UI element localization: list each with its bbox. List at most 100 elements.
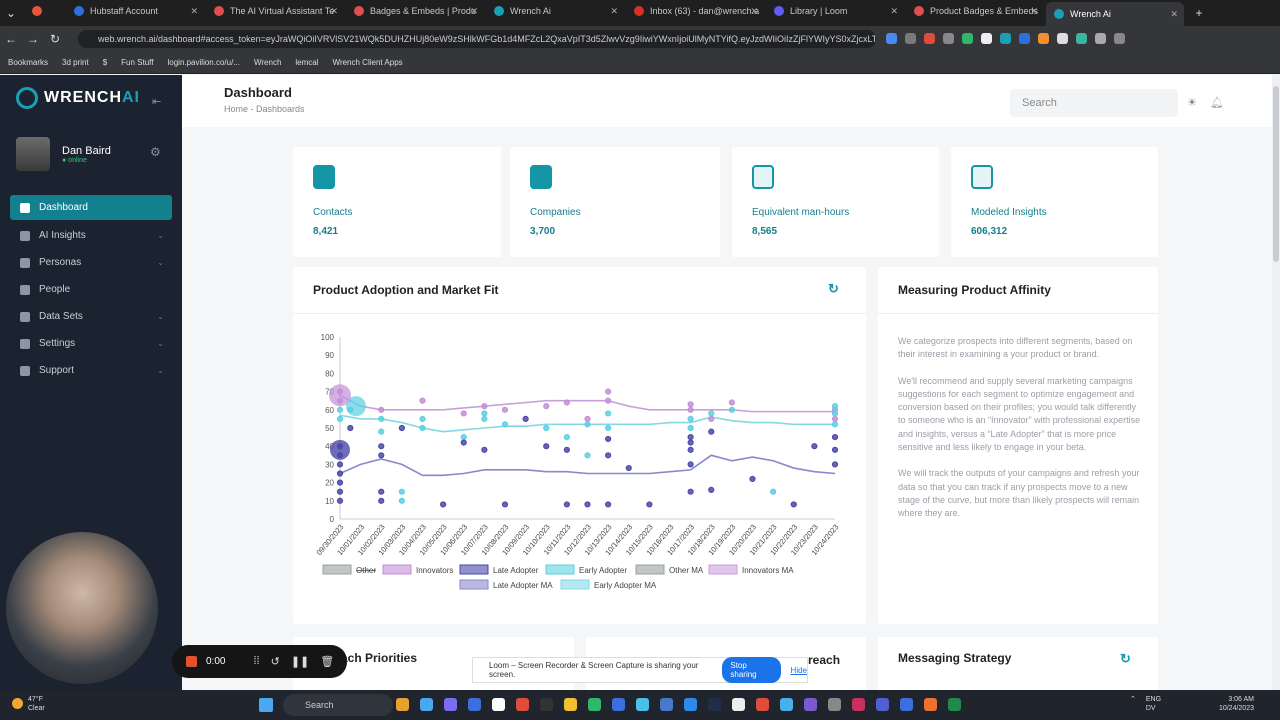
url-bar[interactable]: web.wrench.ai/dashboard#access_token=eyJ… xyxy=(78,30,876,48)
extension-icon[interactable] xyxy=(1038,33,1049,44)
taskbar-app-icon[interactable] xyxy=(804,698,817,711)
stop-record-button[interactable] xyxy=(186,656,197,667)
close-icon[interactable]: ✕ xyxy=(610,5,618,16)
refresh-icon[interactable]: ↻ xyxy=(828,281,839,296)
close-icon[interactable]: ✕ xyxy=(890,5,898,16)
browser-tab[interactable]: Hubstaff Account ✕ xyxy=(66,0,204,22)
extension-icon[interactable] xyxy=(1095,33,1106,44)
browser-tab[interactable] xyxy=(24,0,64,22)
close-icon[interactable]: ✕ xyxy=(470,5,478,16)
extension-icon[interactable] xyxy=(1076,33,1087,44)
taskbar-app-icon[interactable] xyxy=(876,698,889,711)
close-icon[interactable]: ✕ xyxy=(330,5,338,16)
taskbar-app-icon[interactable] xyxy=(852,698,865,711)
scrollbar-thumb[interactable] xyxy=(1273,86,1279,262)
reload-icon[interactable]: ↻ xyxy=(49,32,61,46)
scrollbar[interactable] xyxy=(1272,75,1280,690)
close-icon[interactable]: ✕ xyxy=(1170,8,1178,19)
browser-tab[interactable]: Inbox (63) - dan@wrench.a ✕ xyxy=(626,0,764,22)
bookmark-item[interactable]: Wrench Client Apps xyxy=(332,58,403,67)
taskbar-app-icon[interactable] xyxy=(468,698,481,711)
browser-tab[interactable]: Product Badges & Embeds ✕ xyxy=(906,0,1044,22)
back-icon[interactable]: ← xyxy=(5,32,17,46)
extension-icon[interactable] xyxy=(943,33,954,44)
data-point xyxy=(543,403,550,410)
gear-icon[interactable]: ⚙ xyxy=(150,145,161,159)
taskbar-app-icon[interactable] xyxy=(420,698,433,711)
pause-icon[interactable]: ❚❚ xyxy=(290,656,310,668)
close-icon[interactable]: ✕ xyxy=(1030,5,1038,16)
chevron-up-icon[interactable]: ⌃ xyxy=(1130,696,1136,703)
trash-icon[interactable]: 🗑︎ xyxy=(320,656,335,668)
sidebar-item-data-sets[interactable]: Data Sets ⌄ xyxy=(10,303,172,330)
stop-sharing-button[interactable]: Stop sharing xyxy=(722,657,781,683)
sidebar-item-ai-insights[interactable]: AI Insights ⌄ xyxy=(10,222,172,249)
refresh-icon[interactable]: ↻ xyxy=(1120,651,1131,666)
bookmark-item[interactable]: login.pavilion.co/u/... xyxy=(167,58,240,67)
taskbar-app-icon[interactable] xyxy=(636,698,649,711)
bookmark-item[interactable]: lemcal xyxy=(295,58,319,67)
bookmark-item[interactable]: Fun Stuff xyxy=(121,58,154,67)
tab-search-icon[interactable]: ⌄ xyxy=(5,6,17,20)
sidebar-item-personas[interactable]: Personas ⌄ xyxy=(10,249,172,276)
taskbar-app-icon[interactable] xyxy=(780,698,793,711)
extension-icon[interactable] xyxy=(905,33,916,44)
extension-icon[interactable] xyxy=(981,33,992,44)
browser-tab[interactable]: The AI Virtual Assistant Te ✕ xyxy=(206,0,344,22)
new-tab-icon[interactable]: + xyxy=(1195,6,1203,20)
webcam-bubble[interactable] xyxy=(6,532,158,684)
close-icon[interactable]: ✕ xyxy=(190,5,198,16)
search-input[interactable]: Search xyxy=(1010,89,1178,117)
restart-icon[interactable]: ↺ xyxy=(270,656,280,668)
extension-icon[interactable] xyxy=(924,33,935,44)
sidebar-item-support[interactable]: Support ⌄ xyxy=(10,357,172,384)
sidebar-item-people[interactable]: People xyxy=(10,276,172,303)
sun-icon[interactable]: ☀ xyxy=(1187,97,1197,109)
taskbar-app-icon[interactable] xyxy=(612,698,625,711)
extension-icon[interactable] xyxy=(1114,33,1125,44)
taskbar-app-icon[interactable] xyxy=(708,698,721,711)
extension-icon[interactable] xyxy=(1057,33,1068,44)
taskbar-app-icon[interactable] xyxy=(588,698,601,711)
extension-icon[interactable] xyxy=(1019,33,1030,44)
forward-icon[interactable]: → xyxy=(27,32,39,46)
sidebar-item-dashboard[interactable]: Dashboard xyxy=(10,195,172,220)
taskbar-app-icon[interactable] xyxy=(828,698,841,711)
taskbar-app-icon[interactable] xyxy=(732,698,745,711)
taskbar-app-icon[interactable] xyxy=(492,698,505,711)
close-icon[interactable]: ✕ xyxy=(750,5,758,16)
browser-tab[interactable]: Wrench Ai ✕ xyxy=(1046,2,1184,26)
bookmark-item[interactable]: $ xyxy=(102,58,108,67)
taskbar-app-icon[interactable] xyxy=(444,698,457,711)
bookmark-item[interactable]: Bookmarks xyxy=(8,58,49,67)
weather-widget[interactable]: 47°F Clear xyxy=(12,695,45,713)
extension-icon[interactable] xyxy=(962,33,973,44)
collapse-sidebar-icon[interactable]: ⇤ xyxy=(152,96,162,108)
drag-icon[interactable]: ⁞⁞ xyxy=(253,655,260,667)
taskbar-app-icon[interactable] xyxy=(660,698,673,711)
taskbar-app-icon[interactable] xyxy=(540,698,553,711)
extension-icon[interactable] xyxy=(886,33,897,44)
taskbar-app-icon[interactable] xyxy=(516,698,529,711)
bookmark-item[interactable]: 3d print xyxy=(62,58,89,67)
browser-tab[interactable]: Badges & Embeds | Produ ✕ xyxy=(346,0,484,22)
bookmark-item[interactable]: Wrench xyxy=(253,58,282,67)
taskbar-app-icon[interactable] xyxy=(564,698,577,711)
taskbar-app-icon[interactable] xyxy=(756,698,769,711)
hide-link[interactable]: Hide xyxy=(790,665,807,675)
extension-icon[interactable] xyxy=(1000,33,1011,44)
system-tray[interactable]: ⌃ ENG DV xyxy=(1130,696,1162,712)
taskbar-app-icon[interactable] xyxy=(900,698,913,711)
taskbar-app-icon[interactable] xyxy=(684,698,697,711)
taskbar-app-icon[interactable] xyxy=(396,698,409,711)
taskbar-app-icon[interactable] xyxy=(924,698,937,711)
taskbar-search[interactable]: Search xyxy=(283,694,393,716)
windows-start-icon[interactable] xyxy=(259,698,273,712)
bell-icon[interactable]: 🔔︎ xyxy=(1210,97,1224,109)
breadcrumb[interactable]: Home - Dashboards xyxy=(224,104,305,114)
taskbar-app-icon[interactable] xyxy=(948,698,961,711)
clock[interactable]: 3:06 AM 10/24/2023 xyxy=(1218,696,1254,712)
browser-tab[interactable]: Wrench Ai ✕ xyxy=(486,0,624,22)
browser-tab[interactable]: Library | Loom ✕ xyxy=(766,0,904,22)
sidebar-item-settings[interactable]: Settings ⌄ xyxy=(10,330,172,357)
